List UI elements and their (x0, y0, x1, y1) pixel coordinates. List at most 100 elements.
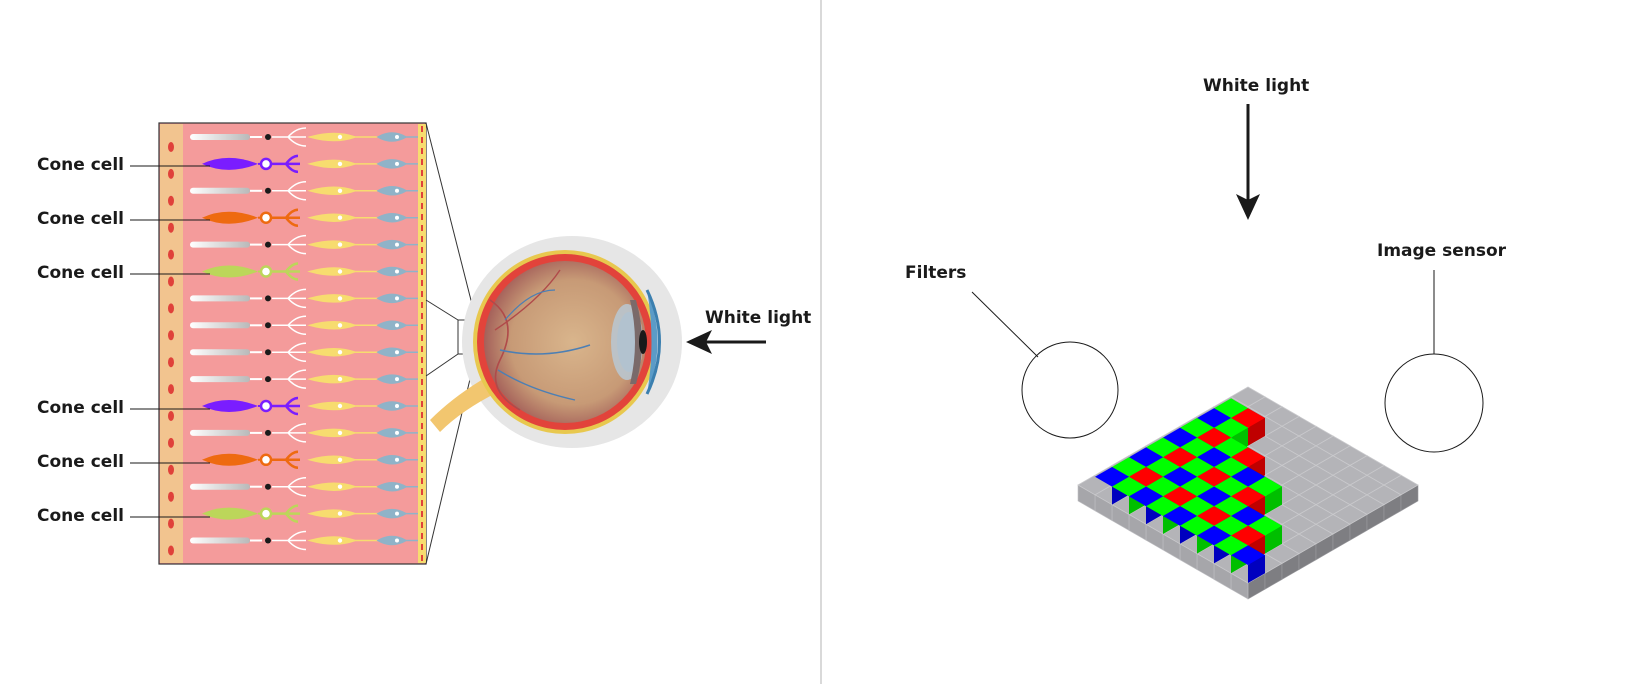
rod-nucleus (265, 429, 271, 436)
cone-nucleus (259, 157, 273, 171)
bipolar-cell (307, 536, 378, 545)
rod-synapse (272, 423, 307, 443)
cone-cell-label: Cone cell (37, 263, 124, 283)
pigment-epithelium (160, 124, 183, 563)
rod-cell-row (190, 315, 418, 336)
cone-synapse (271, 504, 300, 523)
pigment-nucleus (168, 384, 174, 395)
cone-cell-label: Cone cell (37, 452, 124, 472)
color-filter-cell (1248, 516, 1282, 554)
rod-cell-row (190, 127, 418, 147)
rod-cell-row (190, 342, 418, 362)
cone-synapse (271, 450, 300, 470)
rod-nucleus (265, 295, 271, 302)
bipolar-cell (307, 428, 378, 438)
rod-cell-body (190, 241, 250, 248)
bipolar-cell (307, 186, 378, 196)
rod-cell-row (190, 181, 418, 201)
bipolar-cell (307, 374, 378, 384)
rod-nucleus (265, 483, 271, 490)
retina-section (158, 122, 427, 565)
pigment-nucleus (168, 545, 174, 556)
eye-illustration (430, 236, 682, 448)
rod-nucleus (265, 241, 271, 248)
rod-synapse (272, 369, 307, 389)
cone-cell-body (202, 265, 258, 278)
white-light-arrow-right (1236, 104, 1260, 220)
pigment-nucleus (168, 276, 174, 287)
panel-divider (820, 0, 822, 684)
cone-cell-label: Cone cell (37, 398, 124, 418)
cone-cell-row (202, 450, 418, 470)
rod-cell-body (190, 349, 250, 356)
bipolar-cell (307, 294, 378, 303)
cone-leader-lines (130, 165, 210, 518)
pigment-nuclei (168, 142, 174, 556)
rod-synapse (272, 234, 307, 255)
rod-cell-body (190, 376, 250, 383)
rod-nucleus (265, 376, 271, 383)
bipolar-cell (307, 347, 378, 357)
rod-cell-body (190, 483, 250, 490)
rod-synapse (272, 288, 307, 309)
cone-cell-body (202, 157, 258, 170)
sensor-pixel (1230, 386, 1266, 408)
cone-cell-row (202, 396, 418, 416)
rod-cell-body (190, 295, 250, 302)
rod-synapse (272, 181, 307, 201)
bipolar-cell (307, 159, 378, 169)
cone-cell-body (202, 507, 258, 520)
cone-cell-label: Cone cell (37, 155, 124, 175)
white-light-label-left: White light (705, 308, 812, 328)
rod-synapse (272, 342, 307, 362)
pigment-nucleus (168, 303, 174, 314)
pigment-nucleus (168, 357, 174, 368)
cone-cell-body (202, 211, 258, 224)
color-filter-cell (1231, 545, 1265, 583)
rod-cell-body (190, 429, 250, 436)
bipolar-cell (307, 132, 378, 142)
color-filter-array (1095, 398, 1282, 583)
cone-cell-body (202, 400, 258, 412)
cone-nucleus (259, 507, 273, 520)
pigment-nucleus (168, 518, 174, 529)
rod-cell-body (190, 187, 250, 194)
image-sensor-label: Image sensor (1377, 241, 1507, 261)
white-light-arrow-left (686, 330, 766, 354)
filters-callout (971, 291, 1119, 439)
rod-nucleus (265, 187, 271, 194)
rod-synapse (272, 127, 307, 147)
pigment-nucleus (168, 142, 174, 152)
cone-cell-label: Cone cell (37, 209, 124, 229)
pigment-nucleus (168, 249, 174, 260)
cone-synapse (271, 208, 300, 227)
cone-nucleus (259, 265, 273, 278)
pigment-nucleus (168, 491, 174, 502)
cone-cell-label: Cone cell (37, 506, 124, 526)
image-sensor-callout (1384, 270, 1484, 453)
pigment-nucleus (168, 411, 174, 421)
rod-synapse (272, 530, 307, 551)
rod-nucleus (265, 322, 271, 329)
rod-nucleus (265, 349, 271, 356)
bipolar-cell (307, 509, 378, 518)
rod-cell-row (190, 369, 418, 389)
cone-synapse (271, 262, 300, 281)
rod-cell-row (190, 476, 418, 497)
cone-cell-row (202, 504, 418, 523)
pigment-nucleus (168, 330, 174, 341)
rod-synapse (272, 315, 307, 336)
white-light-label-right: White light (1203, 76, 1310, 96)
rod-cell-row (190, 530, 418, 551)
bipolar-cell (307, 240, 378, 249)
photoreceptor-rows (190, 127, 418, 551)
cone-cell-row (202, 208, 418, 227)
pigment-nucleus (168, 195, 174, 206)
cone-cell-body (202, 453, 258, 466)
bipolar-cell (307, 482, 378, 491)
cone-cell-row (202, 262, 418, 281)
rod-cell-body (190, 322, 250, 329)
pigment-nucleus (168, 222, 174, 233)
pigment-nucleus (168, 464, 174, 475)
